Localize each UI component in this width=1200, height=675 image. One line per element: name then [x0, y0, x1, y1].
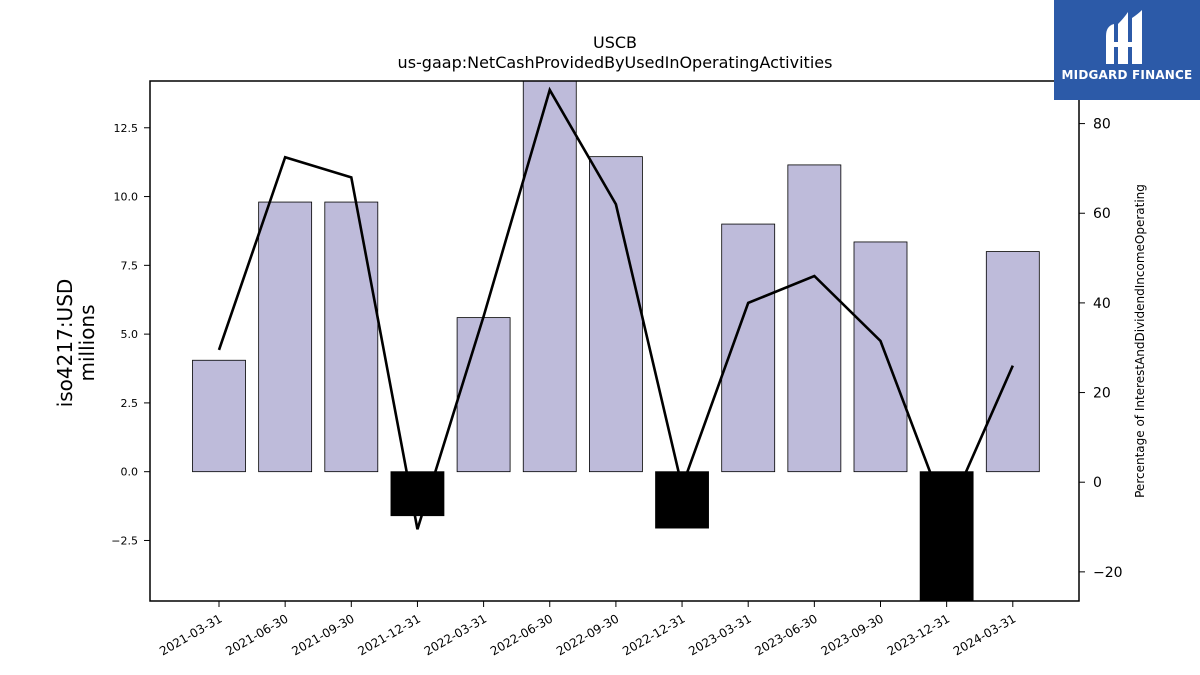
y-tick-label: 0.0	[121, 466, 139, 479]
bar-2021-09-30	[324, 201, 379, 473]
x-tick-label: 2023-09-30	[819, 611, 886, 658]
y-tick-label: 5.0	[121, 328, 139, 341]
midgard-logo-icon	[1106, 10, 1142, 64]
bar-2023-12-31	[919, 471, 974, 602]
bar-2022-06-30	[522, 80, 577, 473]
bar-2023-09-30	[853, 241, 908, 473]
bar-2021-12-31	[390, 471, 445, 517]
x-tick-label: 2021-09-30	[289, 611, 356, 658]
y2-axis-label: Percentage of InterestAndDividendIncomeO…	[1133, 184, 1147, 498]
y2-tick-label: 20	[1093, 386, 1111, 402]
bar-2021-06-30	[258, 201, 313, 473]
y2-tick-label: 40	[1093, 296, 1111, 312]
x-tick-label: 2023-03-31	[686, 611, 753, 658]
y-tick-label: 12.5	[114, 122, 139, 135]
y2-tick-label: 60	[1093, 206, 1111, 222]
bar-2022-12-31	[655, 471, 709, 529]
y-tick-label: 10.0	[114, 191, 139, 204]
x-tick-label: 2021-03-31	[157, 611, 224, 658]
plot-frame	[149, 80, 1080, 602]
x-tick-label: 2024-03-31	[951, 611, 1018, 658]
y-tick-label: 7.5	[121, 259, 139, 272]
bar-series	[192, 80, 1040, 602]
x-tick-label: 2021-12-31	[356, 611, 423, 658]
x-tick-label: 2021-06-30	[223, 611, 290, 658]
bar-2023-03-31	[721, 223, 776, 473]
bar-2021-03-31	[192, 359, 246, 473]
x-tick-label: 2022-03-31	[422, 611, 489, 658]
bar-2023-06-30	[787, 164, 842, 473]
x-tick-label: 2023-12-31	[885, 611, 952, 658]
bar-2022-03-31	[456, 317, 511, 473]
x-axis-ticks: 2021-03-312021-06-302021-09-302021-12-31…	[157, 601, 1018, 658]
y-tick-label: −2.5	[111, 534, 138, 547]
line-path	[217, 86, 1014, 530]
brand-logo: MIDGARD FINANCE	[1054, 0, 1200, 100]
y-axis-label: iso4217:USD	[53, 279, 77, 408]
left-axis-ticks: −2.5 0.0 2.5 5.0 7.5 10.0 12.5	[111, 122, 150, 547]
right-axis-ticks: −20 0 20 40 60 80	[1079, 117, 1123, 581]
y-axis-unit: millions	[75, 304, 99, 381]
x-tick-label: 2022-12-31	[620, 611, 687, 658]
x-tick-label: 2022-06-30	[488, 611, 555, 658]
line-series	[217, 86, 1014, 530]
y2-tick-label: 0	[1093, 475, 1102, 491]
y2-tick-label: 80	[1093, 117, 1111, 133]
x-tick-label: 2023-06-30	[752, 611, 819, 658]
y-tick-label: 2.5	[121, 397, 139, 410]
bar-2024-03-31	[985, 251, 1040, 473]
brand-name: MIDGARD FINANCE	[1061, 68, 1193, 82]
chart-title: USCB	[593, 33, 637, 52]
chart-subtitle: us-gaap:NetCashProvidedByUsedInOperating…	[398, 53, 833, 72]
x-tick-label: 2022-09-30	[554, 611, 621, 658]
y2-tick-label: −20	[1093, 565, 1123, 581]
